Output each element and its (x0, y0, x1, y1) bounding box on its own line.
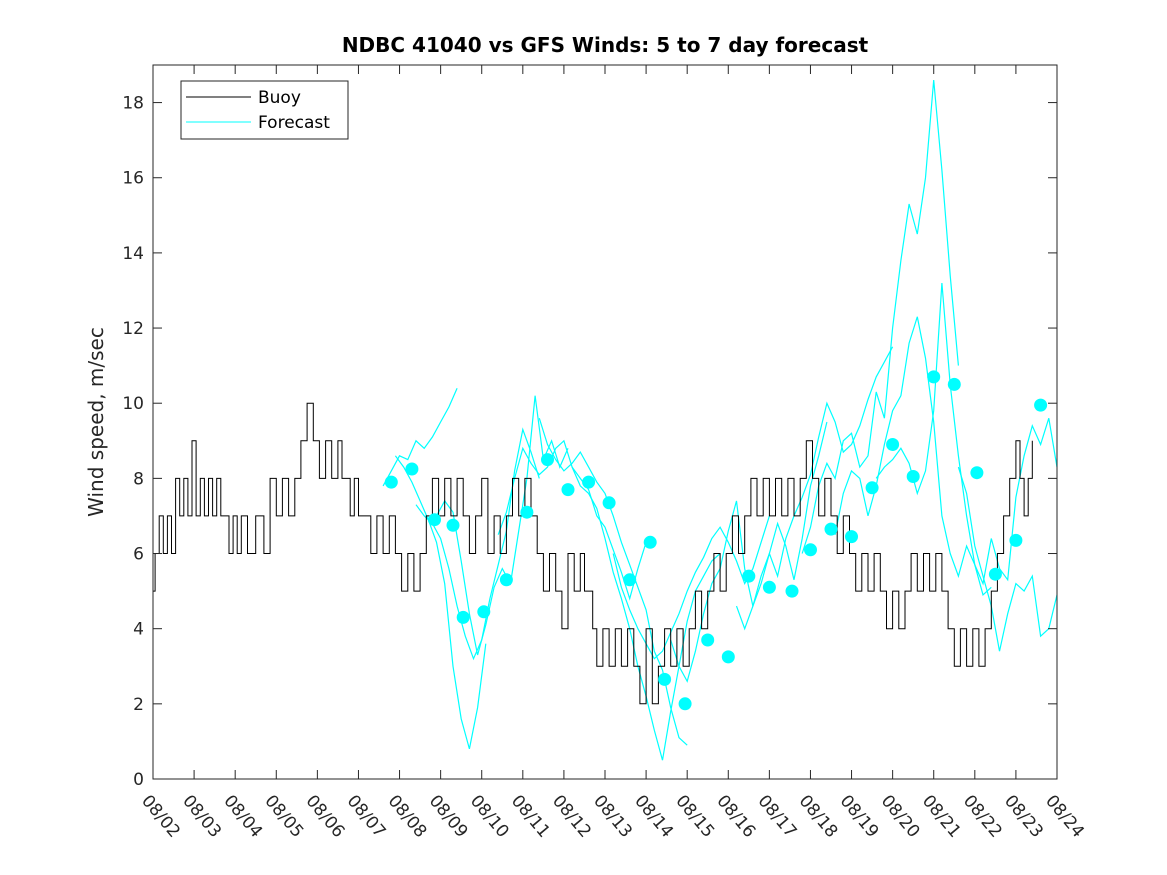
forecast-series-line-13 (875, 282, 1058, 586)
y-tick-label: 14 (122, 244, 144, 264)
y-tick-label: 18 (122, 94, 144, 114)
y-tick-label: 4 (133, 620, 144, 640)
forecast-marker (602, 496, 616, 510)
forecast-marker (658, 672, 672, 686)
forecast-marker (623, 573, 637, 587)
y-tick-label: 2 (133, 695, 144, 715)
forecast-marker (804, 543, 817, 557)
forecast-marker (785, 584, 799, 598)
forecast-marker (678, 697, 692, 711)
forecast-series-line-14 (957, 466, 1058, 652)
y-axis: 0 2 4 6 8 10 12 14 16 18 (122, 94, 1057, 790)
forecast-marker (865, 481, 879, 495)
y-tick-label: 16 (122, 169, 144, 189)
forecast-series-line-6 (538, 418, 688, 746)
forecast-series-line-1 (382, 387, 458, 487)
plot-area (153, 65, 1057, 779)
forecast-marker (988, 567, 1002, 581)
y-tick-label: 6 (133, 545, 144, 565)
buoy-line-group (153, 402, 1033, 705)
forecast-marker (970, 466, 984, 480)
forecast-series-line-2 (394, 455, 487, 750)
forecast-marker (721, 650, 735, 664)
forecast-marker (742, 569, 756, 583)
forecast-marker (947, 377, 961, 391)
forecast-marker (762, 580, 776, 594)
forecast-marker (446, 518, 460, 532)
chart-title: NDBC 41040 vs GFS Winds: 5 to 7 day fore… (342, 33, 869, 57)
y-tick-label: 12 (122, 319, 144, 339)
forecast-marker (906, 470, 920, 483)
forecast-marker (582, 475, 596, 489)
legend-box (180, 80, 349, 140)
forecast-marker (499, 573, 513, 587)
forecast-marker (927, 370, 941, 384)
forecast-marker (701, 633, 715, 647)
forecast-series-line-12 (834, 316, 992, 597)
legend-forecast-label: Forecast (258, 113, 330, 133)
y-axis-label: Wind speed, m/sec (84, 327, 108, 517)
forecast-marker (456, 610, 470, 624)
forecast-marker (886, 438, 900, 451)
y-tick-label: 0 (133, 770, 144, 790)
forecast-marker (520, 505, 534, 519)
forecast-series-line-11 (801, 79, 959, 554)
forecast-series-line-3 (415, 427, 540, 661)
forecast-marker (845, 530, 858, 544)
forecast-marker (643, 535, 657, 549)
forecast-end-marker (1034, 398, 1048, 412)
forecast-marker (384, 475, 398, 489)
forecast-marker (541, 453, 554, 467)
forecast-marker (1009, 533, 1023, 547)
forecast-lines (382, 79, 1058, 761)
forecast-marker (428, 513, 441, 527)
y-tick-label: 10 (122, 394, 144, 414)
buoy-line (153, 402, 1033, 705)
forecast-series-line-9 (670, 421, 828, 683)
y-tick-label: 8 (133, 469, 144, 489)
legend-buoy-label: Buoy (258, 88, 301, 108)
forecast-series-line-10 (735, 346, 894, 631)
forecast-marker (405, 462, 419, 476)
forecast-marker (824, 522, 838, 536)
forecast-marker (477, 605, 491, 619)
forecast-series-line-8 (612, 515, 770, 660)
forecast-marker (561, 483, 575, 497)
legend: Buoy Forecast (180, 80, 349, 140)
forecast-markers (384, 370, 1048, 711)
